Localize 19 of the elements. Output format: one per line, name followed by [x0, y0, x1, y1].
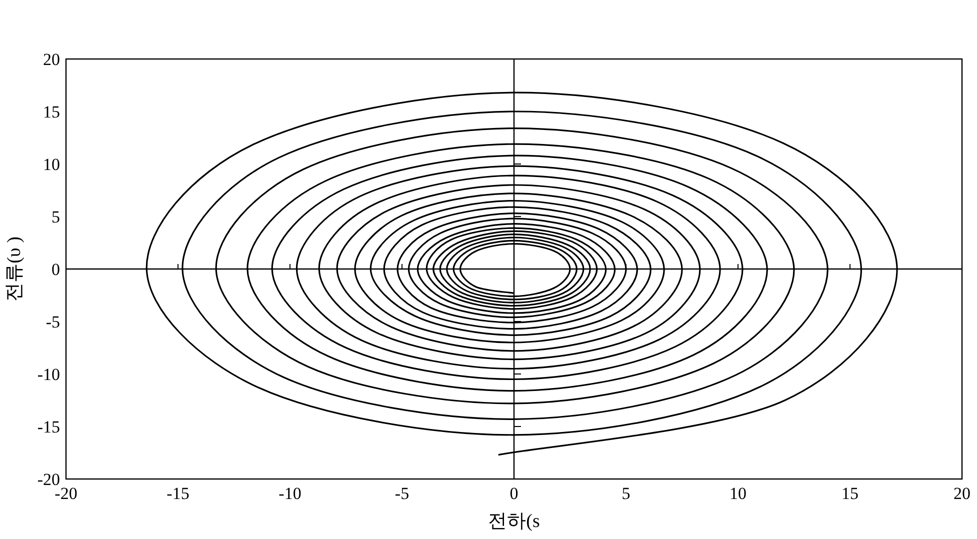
y-tick-label: -15	[37, 418, 60, 436]
x-tick-label: 15	[842, 484, 858, 503]
x-tick-label: -10	[278, 484, 302, 503]
x-tick-label: 20	[954, 484, 970, 503]
x-tick-label: -5	[394, 484, 410, 503]
y-tick-label: 10	[43, 155, 60, 174]
x-tick-label: 0	[510, 484, 518, 503]
y-tick-label: -5	[46, 312, 60, 332]
x-tick-label: -15	[166, 484, 190, 503]
x-tick-label: 5	[622, 484, 630, 503]
y-tick-label: 15	[43, 102, 60, 122]
y-axis-title: 전류(υ )	[4, 236, 25, 302]
y-tick-label: 5	[52, 208, 60, 226]
y-tick-label: -10	[37, 365, 60, 384]
x-axis-title: 전하(s	[488, 511, 540, 532]
y-tick-label: -20	[37, 470, 60, 489]
y-tick-label: 0	[52, 260, 60, 279]
y-tick-label: 20	[43, 50, 60, 69]
x-tick-label: 10	[730, 484, 746, 503]
